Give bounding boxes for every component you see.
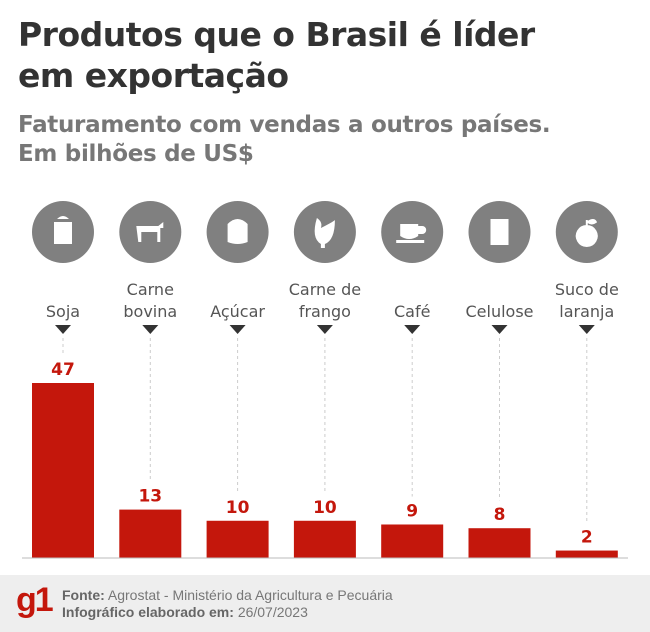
category-label: bovina bbox=[123, 302, 177, 321]
pointer-triangle-icon bbox=[316, 325, 333, 334]
bar bbox=[468, 528, 531, 558]
data-label: 2 bbox=[581, 528, 593, 548]
pointer-triangle-icon bbox=[578, 325, 595, 334]
bar bbox=[555, 550, 618, 558]
coffee-cup-icon-glyph bbox=[396, 224, 427, 243]
data-label: 8 bbox=[494, 505, 506, 525]
source-value: Agrostat - Ministério da Agricultura e P… bbox=[107, 587, 393, 603]
category-label: Carne bbox=[127, 280, 174, 299]
category-label: Celulose bbox=[465, 302, 533, 321]
soy-sack-icon-glyph bbox=[54, 216, 72, 244]
category-label: Carne de bbox=[289, 280, 361, 299]
sugar-sack-icon-glyph bbox=[227, 219, 248, 244]
bar bbox=[32, 383, 94, 558]
source-line: Fonte: Agrostat - Ministério da Agricult… bbox=[62, 587, 393, 604]
data-label: 13 bbox=[138, 487, 162, 507]
title-line-1: Produtos que o Brasil é líder bbox=[18, 15, 535, 54]
bar bbox=[119, 509, 182, 558]
subtitle-line-2: Em bilhões de US$ bbox=[18, 141, 254, 167]
category-label: Suco de bbox=[555, 280, 619, 299]
chicken-icon-glyph bbox=[314, 218, 335, 248]
bar bbox=[381, 524, 444, 558]
bar bbox=[206, 520, 269, 558]
title-line-2: em exportação bbox=[18, 56, 289, 95]
bar bbox=[293, 520, 356, 558]
notebook-paper-icon-glyph bbox=[490, 219, 509, 245]
subtitle-line-1: Faturamento com vendas a outros países. bbox=[18, 112, 551, 138]
data-label: 9 bbox=[406, 501, 418, 521]
data-label: 10 bbox=[226, 498, 250, 518]
pointer-triangle-icon bbox=[229, 325, 246, 334]
category-label: Soja bbox=[46, 302, 80, 321]
date-label: Infográfico elaborado em: bbox=[62, 604, 234, 620]
g1-logo: g1 bbox=[16, 581, 54, 619]
category-label: Café bbox=[394, 302, 430, 321]
page-title: Produtos que o Brasil é líder em exporta… bbox=[18, 14, 535, 96]
pointer-triangle-icon bbox=[55, 325, 71, 334]
data-label: 47 bbox=[51, 360, 75, 380]
bar-chart: Soja 47 Carne bovina 13 Açúcar 10 Carne de frang… bbox=[22, 201, 628, 559]
pointer-triangle-icon bbox=[142, 325, 159, 334]
source-label: Fonte: bbox=[62, 587, 105, 603]
data-label: 10 bbox=[313, 498, 337, 518]
subtitle: Faturamento com vendas a outros países. … bbox=[18, 111, 551, 169]
category-label: frango bbox=[299, 302, 351, 321]
category-label: Açúcar bbox=[210, 302, 265, 321]
pointer-triangle-icon bbox=[404, 325, 421, 334]
category-label: laranja bbox=[559, 302, 614, 321]
pointer-triangle-icon bbox=[491, 325, 508, 334]
cow-icon-glyph bbox=[136, 222, 164, 242]
orange-icon-glyph bbox=[575, 219, 598, 247]
footer: g1 Fonte: Agrostat - Ministério da Agric… bbox=[0, 575, 650, 632]
date-value: 26/07/2023 bbox=[237, 604, 308, 620]
date-line: Infográfico elaborado em: 26/07/2023 bbox=[62, 604, 308, 621]
